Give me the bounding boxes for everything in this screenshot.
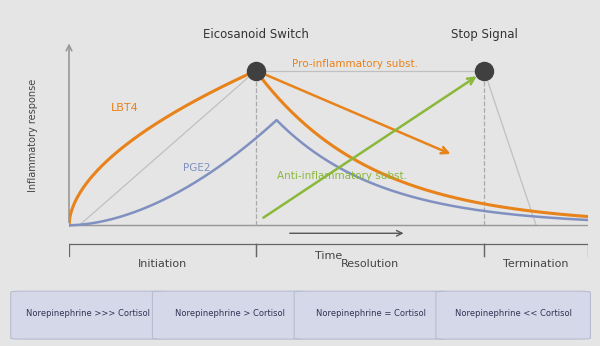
Text: Resolution: Resolution [341,259,399,269]
Text: Time: Time [315,251,342,261]
Text: LBT4: LBT4 [110,103,138,113]
FancyBboxPatch shape [11,291,165,339]
Text: Anti-inflammatory subst.: Anti-inflammatory subst. [277,171,407,181]
FancyBboxPatch shape [294,291,449,339]
Text: Norepinephrine > Cortisol: Norepinephrine > Cortisol [175,309,285,319]
Text: Norepinephrine << Cortisol: Norepinephrine << Cortisol [455,309,572,319]
Text: Norepinephrine = Cortisol: Norepinephrine = Cortisol [316,309,427,319]
Text: Eicosanoid Switch: Eicosanoid Switch [203,28,309,40]
Text: PGE2: PGE2 [183,163,211,173]
Text: Norepinephrine >>> Cortisol: Norepinephrine >>> Cortisol [26,309,150,319]
Text: Pro-inflammatory subst.: Pro-inflammatory subst. [292,59,418,69]
Text: Inflammatory response: Inflammatory response [28,78,38,192]
FancyBboxPatch shape [436,291,590,339]
Text: Initiation: Initiation [138,259,187,269]
Text: Stop Signal: Stop Signal [451,28,518,40]
FancyBboxPatch shape [152,291,307,339]
Text: Termination: Termination [503,259,569,269]
